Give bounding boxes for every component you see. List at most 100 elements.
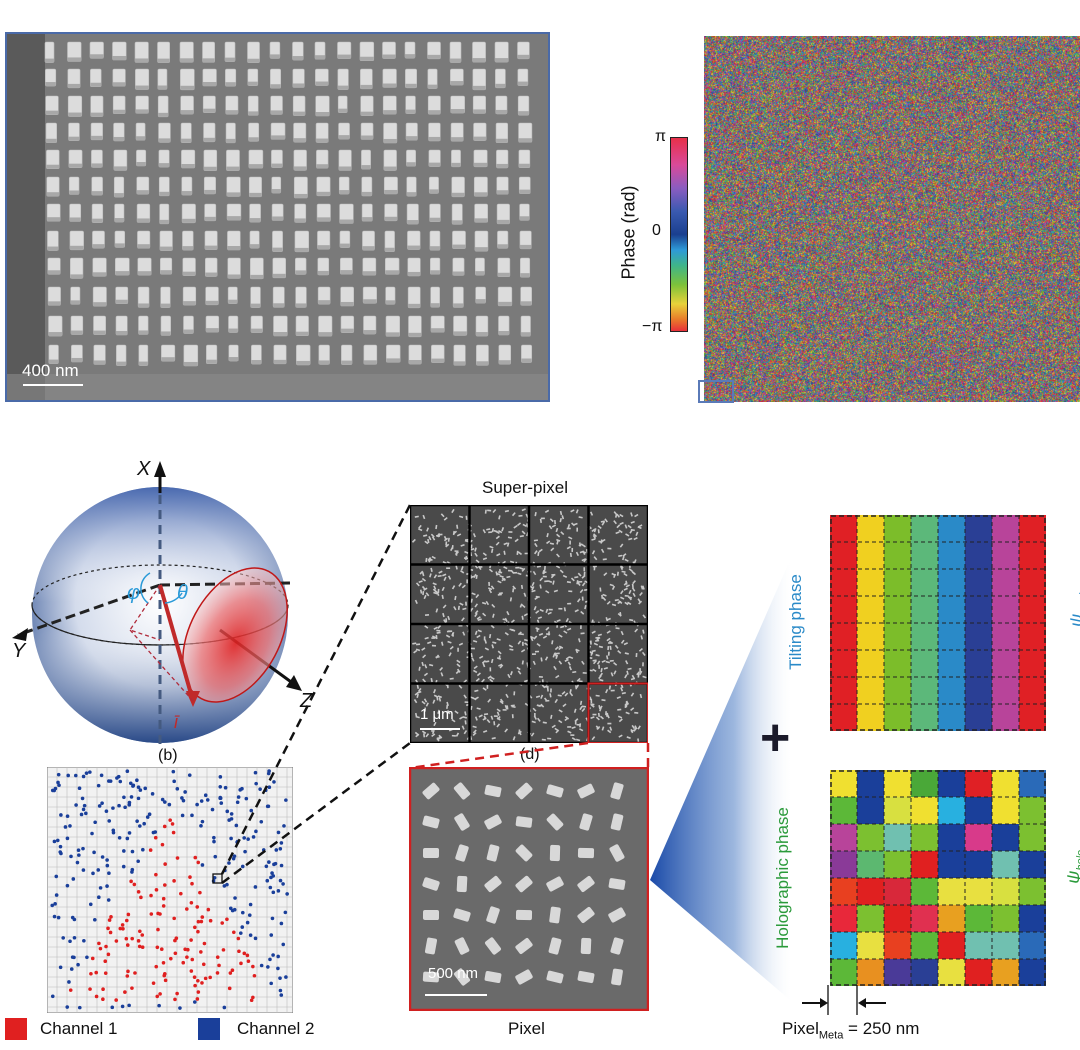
channel2-dot xyxy=(82,803,87,808)
channel2-dot xyxy=(81,807,86,812)
nanobrick xyxy=(470,547,475,551)
nanobrick xyxy=(497,580,502,584)
nanobrick xyxy=(423,672,429,677)
nanobrick xyxy=(593,528,597,533)
channel2-dot xyxy=(238,931,243,935)
nanobrick xyxy=(620,687,624,692)
colorbar-title: Phase (rad) xyxy=(618,185,639,280)
nanobrick xyxy=(602,558,607,561)
channel2-dot xyxy=(77,786,82,791)
nanobrick xyxy=(415,648,421,652)
nanobrick xyxy=(521,530,526,535)
sem-pillar xyxy=(202,68,217,87)
channel2-dot xyxy=(244,796,249,801)
nanobrick xyxy=(522,641,524,646)
channel2-dot xyxy=(53,902,57,906)
channel1-dot xyxy=(171,830,176,835)
nanobrick xyxy=(537,704,542,707)
nanobrick xyxy=(609,726,613,731)
nanobrick xyxy=(510,671,513,676)
holo-cell xyxy=(938,959,965,986)
nanobrick xyxy=(558,607,563,610)
nanobrick xyxy=(630,692,635,697)
nanobrick xyxy=(600,520,605,523)
nanobrick xyxy=(598,664,601,669)
channel1-dot xyxy=(140,933,145,937)
nanobrick xyxy=(551,640,554,645)
holo-cell xyxy=(965,824,992,851)
sem-pillar xyxy=(115,257,130,276)
nanobrick xyxy=(559,569,564,574)
nanobrick xyxy=(425,592,430,597)
channel1-dot xyxy=(189,938,193,942)
channel1-dot xyxy=(232,930,236,935)
holo-cell xyxy=(857,932,884,959)
channel2-dot xyxy=(272,780,276,784)
nanobrick xyxy=(578,516,583,519)
nanobrick xyxy=(568,590,573,593)
nanobrick xyxy=(599,715,604,720)
nanobrick xyxy=(473,665,478,670)
channel2-dot xyxy=(195,802,199,807)
nanobrick xyxy=(503,566,508,570)
nanobrick xyxy=(574,576,579,579)
holo-cell xyxy=(884,797,911,824)
channel2-dot xyxy=(279,863,284,868)
channel1-dot xyxy=(148,848,153,852)
nanobrick xyxy=(516,666,521,671)
channel2-dot xyxy=(282,824,286,828)
nanobrick xyxy=(633,727,637,732)
nanobrick xyxy=(619,611,622,617)
channel1-dot xyxy=(94,970,99,975)
channel2-dot xyxy=(266,771,271,776)
channel1-dot xyxy=(130,936,135,941)
nanobrick xyxy=(593,533,597,538)
nanobrick xyxy=(458,582,462,587)
channel2-dot xyxy=(70,915,75,920)
channel2-dot xyxy=(65,836,70,841)
channel2-dot xyxy=(58,850,63,854)
channel1-dot xyxy=(149,893,153,898)
nanobrick xyxy=(574,609,579,613)
nanobrick xyxy=(436,631,441,634)
nanobrick xyxy=(573,708,577,713)
nanobrick xyxy=(482,612,487,617)
nanobrick xyxy=(456,533,462,537)
nanobrick xyxy=(433,626,438,630)
nanobrick xyxy=(489,678,494,683)
nanobrick xyxy=(474,603,479,608)
sem-pillar xyxy=(90,122,103,141)
channel1-dot xyxy=(149,912,154,916)
nanobrick xyxy=(460,566,464,571)
sem-pillar xyxy=(224,41,236,62)
nanobrick xyxy=(540,694,544,699)
sem-pillar xyxy=(450,68,464,86)
channel1-dot xyxy=(104,944,108,949)
nanobrick xyxy=(449,677,454,680)
pixel-meta-label: PixelMeta = 250 nm xyxy=(782,1019,920,1042)
nanobrick xyxy=(449,645,454,650)
super-pixel-scale-bar xyxy=(420,728,460,730)
channel2-dot xyxy=(56,915,61,920)
nanobrick xyxy=(512,585,517,590)
holo-cell xyxy=(965,797,992,824)
channel1-dot xyxy=(186,947,190,952)
nanobrick xyxy=(512,736,516,741)
colorbar-tick-top: π xyxy=(655,128,667,145)
nanobrick xyxy=(517,631,522,636)
nanobrick xyxy=(546,532,549,538)
nanobrick xyxy=(583,558,587,563)
nanobrick xyxy=(634,628,639,633)
nanobrick xyxy=(458,515,464,519)
channel2-dot xyxy=(254,829,258,834)
nanobrick xyxy=(550,547,555,552)
nanobrick xyxy=(628,568,633,572)
nanobrick xyxy=(606,600,611,605)
channel1-dot xyxy=(195,997,200,1001)
nanobrick xyxy=(618,734,623,738)
nanobrick xyxy=(421,647,426,651)
channel2-dot xyxy=(92,917,97,922)
nanobrick xyxy=(509,597,513,602)
nanobrick xyxy=(600,539,603,544)
nanobrick xyxy=(544,580,549,583)
